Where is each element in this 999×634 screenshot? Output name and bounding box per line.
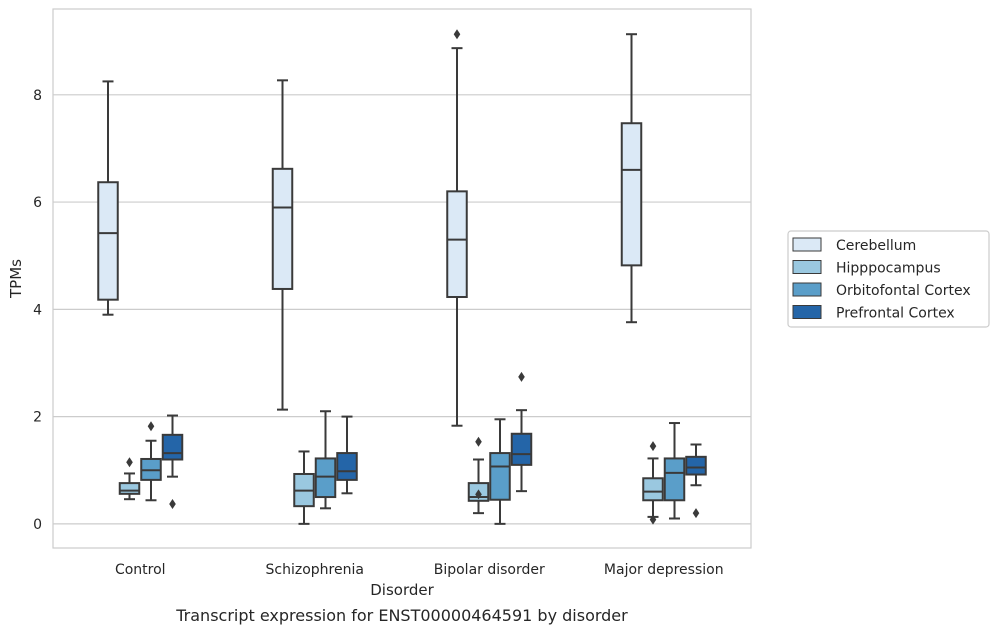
legend-frame: [787, 230, 990, 328]
outlier-point: [126, 457, 133, 468]
box-body: [336, 452, 358, 481]
legend-swatch: [792, 260, 822, 274]
x-axis-label: Disorder: [370, 581, 434, 599]
legend-label: Prefrontal Cortex: [836, 306, 955, 322]
box-body: [271, 167, 294, 290]
box-hipppocampus-schizophrenia: [293, 450, 315, 525]
legend: Cerebellum Hipppocampus Orbitofontal Corte…: [787, 230, 990, 328]
legend-swatch: [792, 305, 822, 319]
box-body: [510, 432, 533, 466]
y-tick-label: 8: [33, 88, 42, 104]
box-cerebellum-schizophrenia: [271, 79, 294, 411]
box-body: [314, 457, 337, 499]
x-tick-label: Control: [115, 562, 166, 578]
outlier-point: [649, 441, 657, 452]
outlier-point: [147, 421, 155, 432]
box-cerebellum-major-depression: [620, 33, 643, 324]
box-prefrontal-cortex-major-depression: [685, 443, 707, 519]
outlier-point: [475, 436, 482, 447]
outlier-point: [169, 499, 176, 510]
box-body: [446, 190, 468, 299]
legend-swatch: [792, 282, 822, 297]
box-orbitofontal-cortex-control: [140, 421, 162, 502]
box-body: [642, 477, 664, 502]
x-tick-labels: Control Schizophrenia Bipolar disorder Majo…: [115, 562, 724, 578]
box-prefrontal-cortex-schizophrenia: [336, 415, 358, 495]
box-body: [489, 452, 511, 501]
chart-caption: Transcript expression for ENST0000046459…: [175, 606, 628, 625]
x-tick-label: Bipolar disorder: [434, 562, 545, 578]
legend-swatch: [792, 237, 822, 252]
y-tick-label: 4: [33, 302, 42, 318]
box-prefrontal-cortex-bipolar-disorder: [510, 371, 533, 493]
legend-label: Hipppocampus: [836, 261, 941, 277]
plot-frame: [52, 8, 752, 549]
box-hipppocampus-control: [118, 457, 141, 501]
box-orbitofontal-cortex-schizophrenia: [314, 410, 337, 510]
y-axis-label: TPMs: [7, 259, 25, 299]
y-tick-label: 0: [33, 517, 42, 533]
box-body: [118, 482, 141, 495]
box-cerebellum-control: [97, 80, 119, 316]
outlier-point: [692, 508, 700, 519]
y-tick-label: 6: [33, 195, 42, 211]
outlier-point: [518, 371, 525, 382]
x-tick-label: Schizophrenia: [266, 562, 364, 578]
box-hipppocampus-bipolar-disorder: [467, 436, 490, 515]
x-tick-label: Major depression: [604, 562, 724, 578]
y-tick-label: 2: [33, 410, 42, 426]
box-orbitofontal-cortex-major-depression: [663, 422, 686, 520]
box-body: [161, 433, 184, 461]
box-body: [663, 457, 686, 502]
outlier-point: [453, 29, 461, 40]
box-hipppocampus-major-depression: [642, 441, 664, 525]
outlier-point: [475, 489, 482, 500]
y-tick-labels: 0 2 4 6 8: [33, 88, 42, 533]
box-body: [620, 122, 643, 267]
legend-label: Cerebellum: [836, 238, 916, 254]
box-body: [97, 181, 119, 301]
box-prefrontal-cortex-control: [161, 414, 184, 510]
box-body: [685, 455, 707, 476]
box-orbitofontal-cortex-bipolar-disorder: [489, 418, 511, 525]
box-plots: [97, 29, 707, 525]
box-cerebellum-bipolar-disorder: [446, 29, 468, 427]
legend-label: Orbitofontal Cortex: [836, 283, 971, 299]
outlier-point: [649, 514, 657, 525]
